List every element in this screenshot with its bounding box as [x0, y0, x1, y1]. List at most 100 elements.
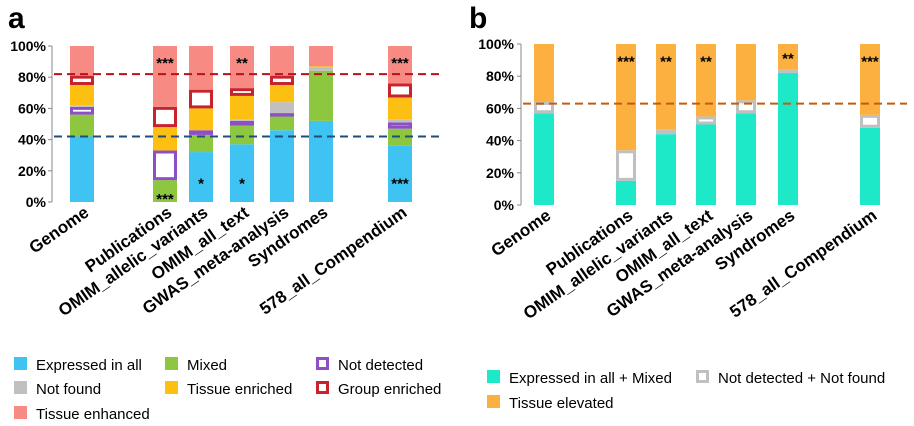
bar-segment-OMIM_allelic_variants-mixed — [189, 134, 213, 153]
panel-label: a — [8, 2, 25, 35]
bar-segment-Publications-tissue-elevated — [616, 44, 636, 151]
legend-entry: Not detected + Not found — [718, 370, 885, 387]
bar-segment-578_all_Compendium-not-detected — [388, 122, 412, 129]
bar-segment-Syndromes-expressed-in-all — [309, 120, 333, 202]
legend-swatch — [487, 395, 500, 408]
y-tick-label: 80% — [486, 68, 515, 84]
bar-segment-OMIM_all_text-expressed-in-all-mixed — [696, 124, 716, 205]
legend-swatch — [14, 357, 27, 370]
legend-entry: Mixed — [187, 357, 227, 374]
legend-swatch — [487, 370, 500, 383]
bar-segment-GWAS_meta-analysis-tissue-enriched — [270, 85, 294, 103]
bar-segment-GWAS_meta-analysis-not-detected-not-found — [736, 100, 756, 114]
legend-swatch — [14, 381, 27, 394]
significance-marker: ** — [782, 50, 794, 67]
bar-segment-578_all_Compendium-expressed-in-all-mixed — [860, 127, 880, 205]
significance-marker: *** — [156, 191, 174, 208]
bar-segment-Genome-expressed-in-all-mixed — [534, 113, 554, 205]
bar-segment-OMIM_all_text-not-found — [230, 119, 254, 121]
bar-segment-Genome-mixed — [70, 114, 94, 137]
bar-segment-OMIM_all_text-mixed — [230, 125, 254, 145]
significance-marker: *** — [391, 55, 409, 72]
bar-segment-OMIM_all_text-tissue-elevated — [696, 44, 716, 117]
bar-segment-Syndromes-not-found — [309, 67, 333, 71]
bar-segment-OMIM_allelic_variants-not-detected — [189, 130, 213, 135]
significance-marker: *** — [391, 175, 409, 192]
category-label-Genome: Genome — [488, 206, 555, 261]
bar-segment-Genome-not-detected — [70, 106, 94, 115]
bar-segment-578_all_Compendium-expressed-in-all — [388, 145, 412, 202]
bar-segment-GWAS_meta-analysis-expressed-in-all-mixed — [736, 113, 756, 205]
bar-segment-GWAS_meta-analysis-not-found — [270, 102, 294, 114]
legend-swatch — [14, 406, 27, 419]
bar-segment-Publications-mixed — [153, 180, 177, 202]
bar-segment-Genome-not-detected-not-found — [534, 101, 554, 114]
bar-segment-OMIM_allelic_variants-tissue-enriched — [189, 108, 213, 131]
bar-segment-Genome-tissue-enhanced — [70, 46, 94, 76]
bar-segment-Genome-tissue-elevated — [534, 44, 554, 102]
bar-segment-OMIM_all_text-group-enriched — [230, 88, 254, 96]
y-tick-label: 20% — [486, 165, 515, 181]
y-tick-label: 40% — [486, 133, 515, 149]
legend-entry: Expressed in all + Mixed — [509, 370, 672, 387]
significance-marker: ** — [660, 54, 672, 71]
bar-segment-578_all_Compendium-not-found — [388, 119, 412, 123]
significance-marker: ** — [700, 54, 712, 71]
y-tick-label: 40% — [18, 132, 47, 148]
bar-segment-Syndromes-tissue-enhanced — [309, 46, 333, 67]
bar-segment-Publications-not-detected-not-found — [616, 150, 636, 181]
significance-marker: *** — [617, 54, 635, 71]
bar-segment-Publications-not-detected — [153, 150, 177, 181]
bar-segment-OMIM_all_text-expressed-in-all — [230, 144, 254, 202]
legend: Expressed in all Mixed Not detected Not fou… — [14, 357, 441, 423]
bar-segment-GWAS_meta-analysis-tissue-enhanced — [270, 46, 294, 76]
legend-entry: Group enriched — [338, 381, 441, 398]
legend-entry: Not found — [36, 381, 101, 398]
significance-marker: * — [198, 175, 204, 192]
bar-segment-GWAS_meta-analysis-not-detected — [270, 113, 294, 117]
chart-panel-b: b0%20%40%60%80%100%GenomePublicationsOMI… — [469, 2, 907, 412]
bar-segment-Genome-expressed-in-all — [70, 136, 94, 202]
y-tick-label: 100% — [10, 38, 46, 54]
bar-segment-578_all_Compendium-tissue-enriched — [388, 97, 412, 120]
y-tick-label: 0% — [494, 197, 515, 213]
bar-segment-578_all_Compendium-group-enriched — [388, 83, 412, 98]
bar-segment-OMIM_all_text-not-detected-not-found — [696, 116, 716, 125]
panel-label: b — [469, 2, 487, 35]
category-label-Genome: Genome — [26, 203, 93, 258]
legend-swatch — [696, 370, 709, 383]
bar-segment-578_all_Compendium-not-detected-not-found — [860, 114, 880, 128]
y-tick-label: 100% — [478, 36, 514, 52]
legend-swatch — [316, 381, 329, 394]
bar-segment-GWAS_meta-analysis-mixed — [270, 114, 294, 131]
bar-segment-Genome-group-enriched — [70, 75, 94, 85]
y-tick-label: 20% — [18, 163, 47, 179]
bar-segment-OMIM_all_text-tissue-enhanced — [230, 46, 254, 89]
bar-segment-GWAS_meta-analysis-tissue-elevated — [736, 44, 756, 101]
y-tick-label: 0% — [26, 194, 47, 210]
bar-segment-GWAS_meta-analysis-group-enriched — [270, 75, 294, 85]
chart-panel-a: a0%20%40%60%80%100%GenomePublicationsOMI… — [8, 2, 441, 423]
legend-entry: Tissue enhanced — [36, 406, 150, 423]
significance-marker: ** — [236, 55, 248, 72]
legend-swatch — [316, 357, 329, 370]
bar-segment-Genome-not-found — [70, 105, 94, 107]
bar-segment-578_all_Compendium-tissue-enhanced — [388, 46, 412, 84]
bar-segment-OMIM_all_text-not-detected — [230, 120, 254, 126]
bar-segment-Publications-tissue-enriched — [153, 127, 177, 151]
legend-entry: Tissue enriched — [187, 381, 292, 398]
y-tick-label: 60% — [18, 100, 47, 116]
significance-marker: *** — [861, 54, 879, 71]
legend-swatch — [165, 381, 178, 394]
bar-segment-OMIM_allelic_variants-tissue-elevated — [656, 44, 676, 130]
bar-segment-Publications-expressed-in-all-mixed — [616, 180, 636, 205]
bar-segment-Publications-group-enriched — [153, 106, 177, 128]
bar-segment-OMIM_allelic_variants-expressed-in-all-mixed — [656, 134, 676, 205]
bar-segment-OMIM_allelic_variants-expressed-in-all — [189, 152, 213, 202]
bar-segment-OMIM_allelic_variants-tissue-enhanced — [189, 46, 213, 90]
bar-segment-OMIM_allelic_variants-group-enriched — [189, 89, 213, 109]
bar-segment-Syndromes-expressed-in-all-mixed — [778, 71, 798, 206]
bar-segment-OMIM_allelic_variants-not-detected-not-found — [656, 129, 676, 135]
bar-segment-Syndromes-not-detected-not-found — [778, 69, 798, 74]
